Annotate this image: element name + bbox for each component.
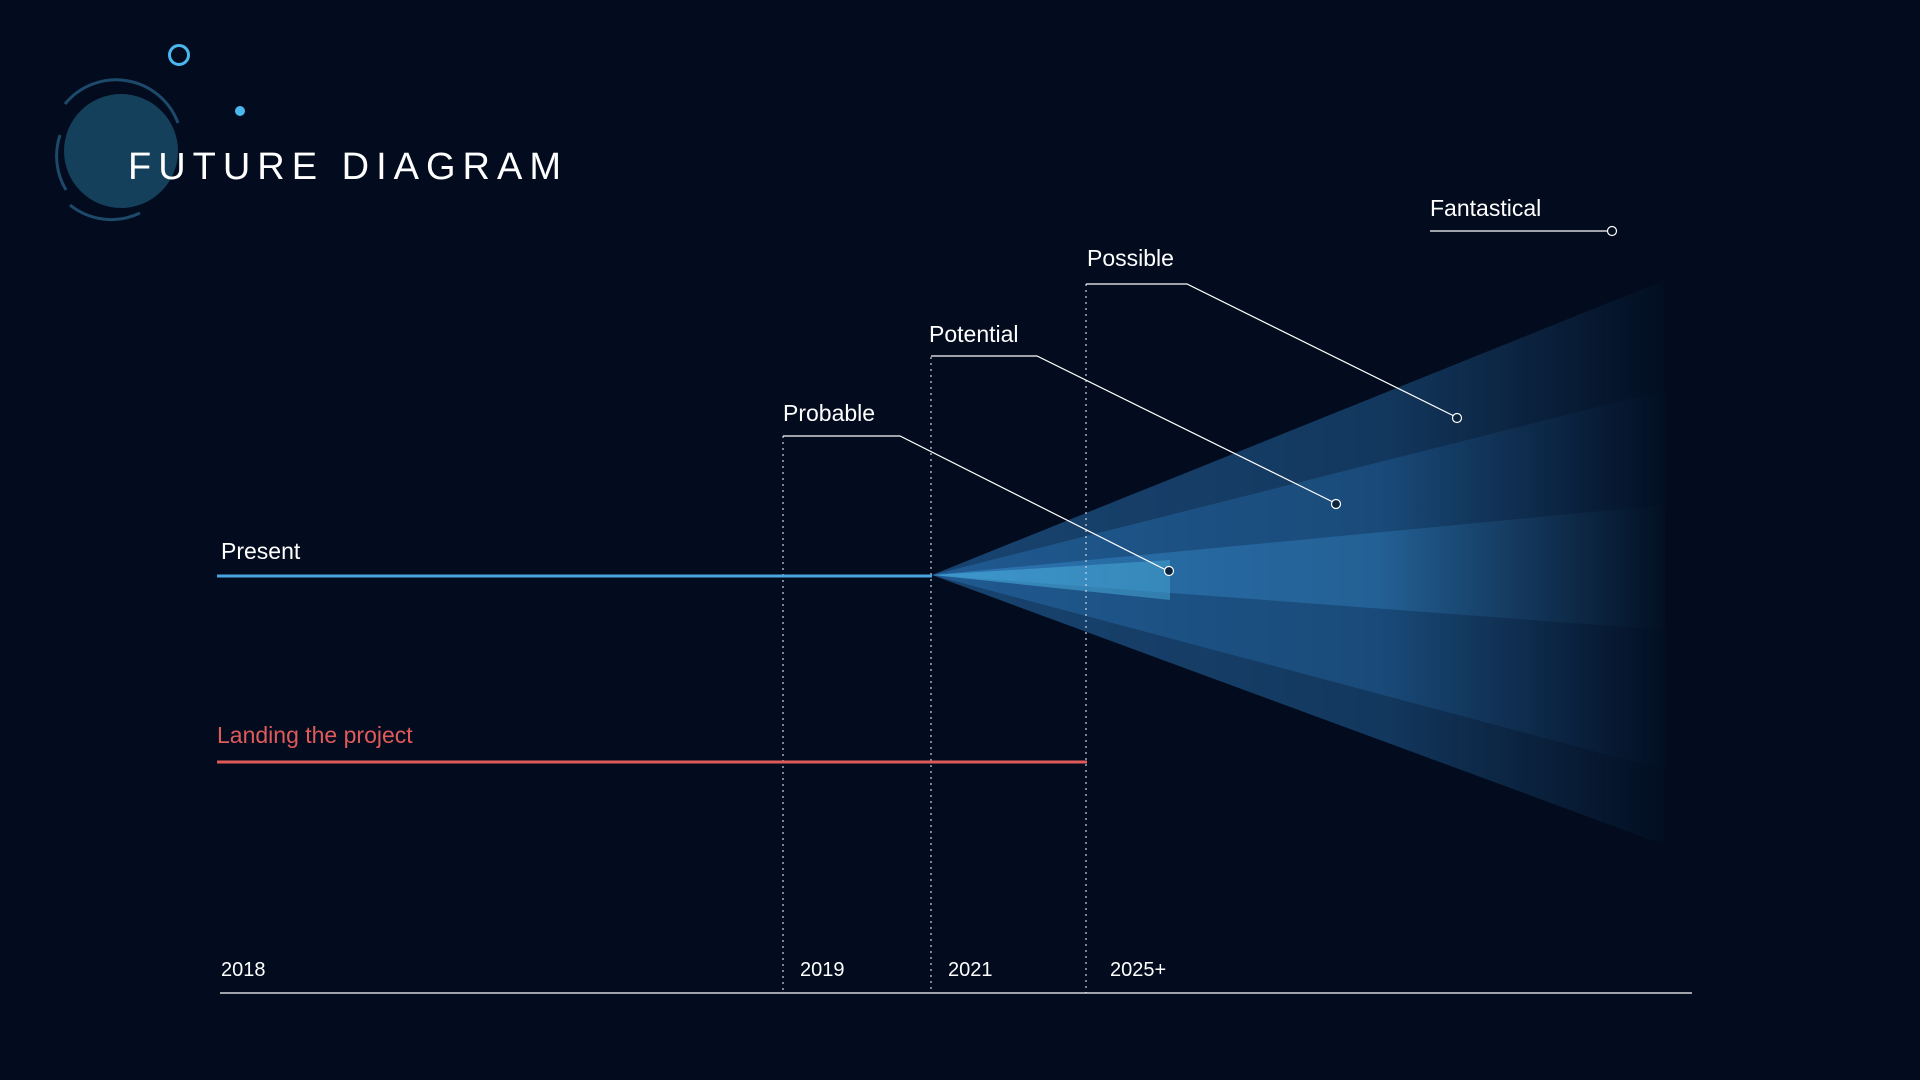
- callout-potential-dot: [1330, 498, 1342, 510]
- callout-possible-dot: [1451, 412, 1463, 424]
- label-potential: Potential: [929, 321, 1019, 347]
- decor-dot-accent: [235, 106, 245, 116]
- decor-large-circle: [64, 94, 178, 208]
- callout-possible-leader: [1086, 283, 1457, 418]
- cone-potential: [932, 505, 1665, 630]
- year-label: 2021: [948, 959, 993, 981]
- decor-arc-bottom: [69, 203, 141, 221]
- year-guides: [782, 284, 1087, 993]
- page-title: FUTURE DIAGRAM: [128, 146, 568, 188]
- callout-fantastical-dot: [1606, 225, 1618, 237]
- decor-arc-left: [55, 134, 68, 191]
- future-cone: [932, 280, 1665, 845]
- label-landing: Landing the project: [217, 722, 413, 748]
- label-possible: Possible: [1087, 245, 1174, 271]
- callout-probable-leader: [783, 435, 1169, 572]
- label-fantastical: Fantastical: [1430, 195, 1541, 221]
- decor-arc-top: [63, 78, 180, 124]
- callout-probable-dot: [1163, 565, 1175, 577]
- year-label: 2025+: [1110, 959, 1166, 981]
- cone-probable: [932, 560, 1170, 600]
- label-probable: Probable: [783, 400, 875, 426]
- decor-circles: [55, 44, 245, 221]
- callout-potential-leader: [931, 355, 1336, 504]
- callouts: [783, 225, 1618, 577]
- label-present: Present: [221, 538, 301, 564]
- year-label: 2019: [800, 959, 845, 981]
- year-label: 2018: [221, 959, 266, 981]
- decor-ring-accent: [168, 44, 190, 66]
